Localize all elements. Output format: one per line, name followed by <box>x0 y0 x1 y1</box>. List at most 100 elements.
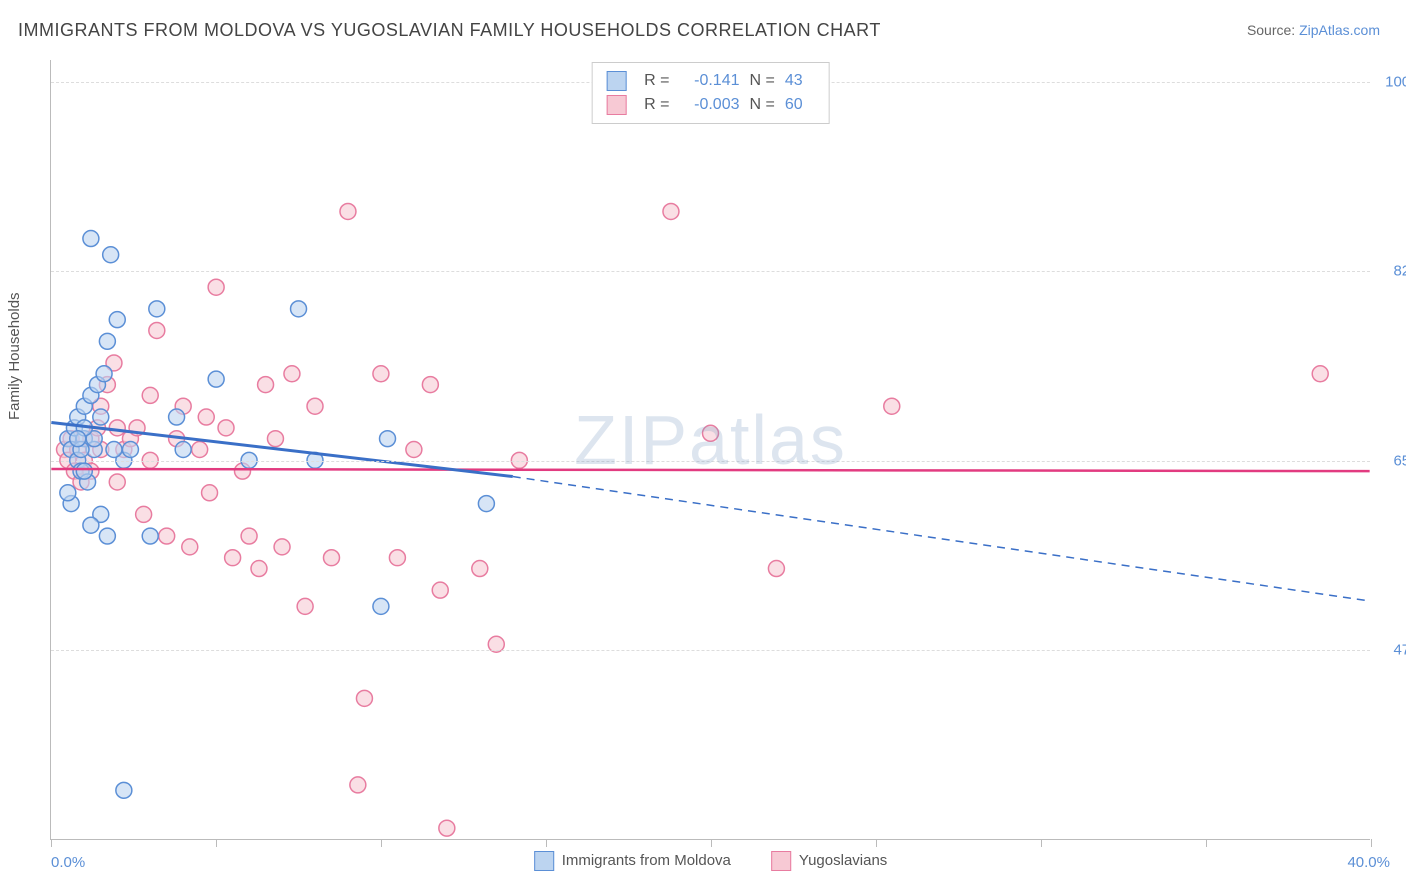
legend-label: Yugoslavians <box>799 852 887 869</box>
data-point <box>284 366 300 382</box>
data-point <box>422 377 438 393</box>
data-point <box>1312 366 1328 382</box>
data-point <box>297 598 313 614</box>
data-point <box>83 517 99 533</box>
data-point <box>136 506 152 522</box>
legend-swatch <box>606 71 626 91</box>
data-point <box>96 366 112 382</box>
x-tick <box>1206 839 1207 847</box>
data-point <box>389 550 405 566</box>
data-point <box>258 377 274 393</box>
y-tick-label: 65.0% <box>1393 452 1406 469</box>
data-point <box>340 203 356 219</box>
data-point <box>202 485 218 501</box>
data-point <box>93 409 109 425</box>
legend-row: R =-0.141N =43 <box>606 69 815 93</box>
chart-area: R =-0.141N =43R =-0.003N =60 ZIPatlas 10… <box>50 60 1370 840</box>
data-point <box>432 582 448 598</box>
x-tick <box>1041 839 1042 847</box>
data-point <box>208 371 224 387</box>
gridline-h <box>51 461 1370 462</box>
data-point <box>169 409 185 425</box>
source-attribution: Source: ZipAtlas.com <box>1247 22 1380 38</box>
data-point <box>472 561 488 577</box>
legend-n-label: N = <box>750 72 775 90</box>
data-point <box>198 409 214 425</box>
legend-swatch <box>771 851 791 871</box>
y-tick-label: 82.5% <box>1393 263 1406 280</box>
legend-n-value: 60 <box>785 96 815 114</box>
x-tick <box>51 839 52 847</box>
x-axis-min-label: 0.0% <box>51 854 85 871</box>
data-point <box>291 301 307 317</box>
chart-title: IMMIGRANTS FROM MOLDOVA VS YUGOSLAVIAN F… <box>18 20 881 41</box>
x-tick <box>876 839 877 847</box>
data-point <box>149 301 165 317</box>
data-point <box>703 425 719 441</box>
data-point <box>225 550 241 566</box>
data-point <box>116 782 132 798</box>
data-point <box>356 690 372 706</box>
legend-r-value: -0.003 <box>680 96 740 114</box>
data-point <box>83 231 99 247</box>
data-point <box>142 528 158 544</box>
x-legend-item: Immigrants from Moldova <box>534 851 731 871</box>
source-link[interactable]: ZipAtlas.com <box>1299 22 1380 38</box>
data-point <box>122 442 138 458</box>
data-point <box>192 442 208 458</box>
x-tick <box>1371 839 1372 847</box>
data-point <box>76 463 92 479</box>
x-tick <box>546 839 547 847</box>
data-point <box>103 247 119 263</box>
y-axis-label: Family Households <box>6 292 23 420</box>
gridline-h <box>51 650 1370 651</box>
data-point <box>208 279 224 295</box>
data-point <box>380 431 396 447</box>
legend-label: Immigrants from Moldova <box>562 852 731 869</box>
correlation-legend: R =-0.141N =43R =-0.003N =60 <box>591 62 830 124</box>
data-point <box>478 496 494 512</box>
trend-line-moldova-dashed <box>513 477 1370 601</box>
data-point <box>373 366 389 382</box>
x-axis-series-legend: Immigrants from Moldova Yugoslavians <box>534 851 888 871</box>
y-tick-label: 47.5% <box>1393 642 1406 659</box>
legend-swatch <box>534 851 554 871</box>
data-point <box>109 312 125 328</box>
x-tick <box>381 839 382 847</box>
data-point <box>99 528 115 544</box>
data-point <box>106 442 122 458</box>
data-point <box>439 820 455 836</box>
data-point <box>373 598 389 614</box>
data-point <box>307 398 323 414</box>
data-point <box>406 442 422 458</box>
data-point <box>218 420 234 436</box>
data-point <box>182 539 198 555</box>
data-point <box>142 387 158 403</box>
data-point <box>109 474 125 490</box>
data-point <box>663 203 679 219</box>
data-point <box>109 420 125 436</box>
data-point <box>323 550 339 566</box>
data-point <box>149 322 165 338</box>
legend-r-label: R = <box>644 96 669 114</box>
data-point <box>175 442 191 458</box>
data-point <box>241 528 257 544</box>
data-point <box>768 561 784 577</box>
scatter-plot-svg <box>51 60 1370 839</box>
gridline-h <box>51 271 1370 272</box>
x-legend-item: Yugoslavians <box>771 851 887 871</box>
legend-swatch <box>606 95 626 115</box>
legend-r-value: -0.141 <box>680 72 740 90</box>
source-label: Source: <box>1247 22 1295 38</box>
x-tick <box>711 839 712 847</box>
data-point <box>70 431 86 447</box>
data-point <box>350 777 366 793</box>
legend-n-label: N = <box>750 96 775 114</box>
data-point <box>267 431 283 447</box>
data-point <box>159 528 175 544</box>
data-point <box>274 539 290 555</box>
data-point <box>60 485 76 501</box>
data-point <box>884 398 900 414</box>
x-axis-max-label: 40.0% <box>1347 854 1390 871</box>
data-point <box>99 333 115 349</box>
